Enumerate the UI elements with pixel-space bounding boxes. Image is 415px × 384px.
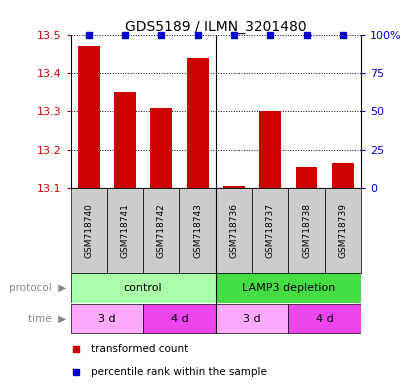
Text: 3 d: 3 d — [98, 314, 116, 324]
Bar — [288, 304, 361, 333]
Bar — [259, 111, 281, 188]
Bar — [216, 273, 361, 303]
Bar — [288, 188, 325, 273]
Bar — [325, 188, 361, 273]
Text: transformed count: transformed count — [91, 344, 188, 354]
Text: GSM718741: GSM718741 — [120, 203, 129, 258]
Text: GSM718736: GSM718736 — [229, 203, 239, 258]
Bar — [143, 304, 216, 333]
Bar — [295, 167, 317, 188]
Bar — [179, 188, 216, 273]
Bar — [216, 304, 288, 333]
Bar — [151, 108, 172, 188]
Text: GSM718737: GSM718737 — [266, 203, 275, 258]
Text: GSM718740: GSM718740 — [84, 203, 93, 258]
Bar — [187, 58, 209, 188]
Text: time  ▶: time ▶ — [28, 314, 66, 324]
Bar — [143, 188, 179, 273]
Text: protocol  ▶: protocol ▶ — [9, 283, 66, 293]
Bar — [71, 188, 107, 273]
Text: GSM718739: GSM718739 — [338, 203, 347, 258]
Text: 4 d: 4 d — [171, 314, 188, 324]
Bar — [107, 188, 143, 273]
Bar — [71, 273, 216, 303]
Bar — [216, 188, 252, 273]
Text: control: control — [124, 283, 163, 293]
Text: LAMP3 depletion: LAMP3 depletion — [242, 283, 335, 293]
Text: GSM718743: GSM718743 — [193, 203, 202, 258]
Bar — [223, 186, 245, 188]
Title: GDS5189 / ILMN_3201480: GDS5189 / ILMN_3201480 — [125, 20, 307, 33]
Text: percentile rank within the sample: percentile rank within the sample — [91, 367, 267, 377]
Bar — [78, 46, 100, 188]
Bar — [114, 92, 136, 188]
Text: GSM718742: GSM718742 — [157, 203, 166, 258]
Bar — [332, 163, 354, 188]
Text: 3 d: 3 d — [243, 314, 261, 324]
Bar — [252, 188, 288, 273]
Bar — [71, 304, 143, 333]
Text: 4 d: 4 d — [316, 314, 334, 324]
Text: GSM718738: GSM718738 — [302, 203, 311, 258]
